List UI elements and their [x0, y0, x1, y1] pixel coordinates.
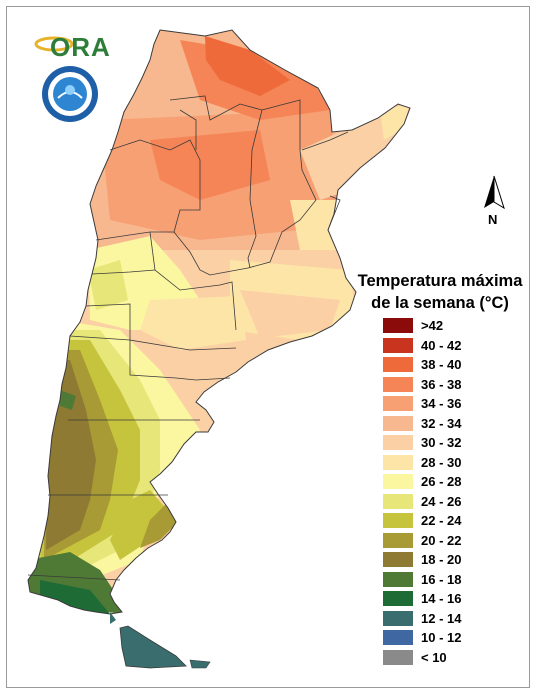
north-label: N	[488, 212, 498, 227]
legend-label: 32 - 34	[421, 415, 462, 431]
legend-label: 22 - 24	[421, 513, 462, 528]
legend-swatch	[383, 454, 413, 470]
legend-swatch	[383, 610, 413, 626]
legend-swatch	[383, 591, 413, 606]
legend-label: 38 - 40	[421, 357, 462, 372]
legend-label: 28 - 30	[421, 454, 462, 470]
legend-swatch	[383, 474, 413, 489]
legend-label: 18 - 20	[421, 552, 462, 567]
legend-label: 10 - 12	[421, 630, 462, 645]
isla-de-los-estados	[189, 659, 211, 669]
legend-label: 16 - 18	[421, 571, 462, 587]
legend-swatch	[383, 552, 413, 567]
legend-swatch	[383, 337, 413, 353]
legend-title: Temperatura máxima de la semana (°C)	[345, 270, 535, 314]
legend-swatch	[383, 318, 413, 333]
legend-swatch	[383, 415, 413, 431]
north-arrow-icon	[484, 175, 505, 210]
legend-swatch	[383, 532, 413, 548]
legend-swatch	[383, 630, 413, 645]
legend-title-line2: de la semana (°C)	[371, 294, 509, 312]
legend-swatch	[383, 357, 413, 372]
legend-label: < 10	[421, 649, 447, 665]
legend-label: 30 - 32	[421, 435, 462, 450]
legend-label: 14 - 16	[421, 591, 462, 606]
legend-swatch	[383, 513, 413, 528]
legend-swatch	[383, 396, 413, 411]
legend-label: 36 - 38	[421, 376, 462, 392]
legend-swatch	[383, 571, 413, 587]
legend-label: 34 - 36	[421, 396, 462, 411]
legend-label: 40 - 42	[421, 337, 462, 353]
tierra-del-fuego	[119, 625, 187, 669]
legend-label: 24 - 26	[421, 493, 462, 509]
legend-swatch	[383, 435, 413, 450]
ora-logo	[34, 36, 74, 52]
legend-swatch	[383, 493, 413, 509]
legend-title-line1: Temperatura máxima	[357, 272, 523, 290]
legend-swatch	[383, 376, 413, 392]
ora-logo-text: ORA	[50, 32, 111, 62]
province-boundaries	[27, 29, 411, 615]
map-frame	[6, 6, 530, 688]
legend-label: 12 - 14	[421, 610, 462, 626]
seal-icon	[42, 66, 98, 122]
legend-label: >42	[421, 318, 444, 333]
legend-label: 20 - 22	[421, 532, 462, 548]
island-patch	[110, 612, 116, 624]
legend-label: 26 - 28	[421, 474, 462, 489]
legend-swatch	[383, 649, 413, 665]
